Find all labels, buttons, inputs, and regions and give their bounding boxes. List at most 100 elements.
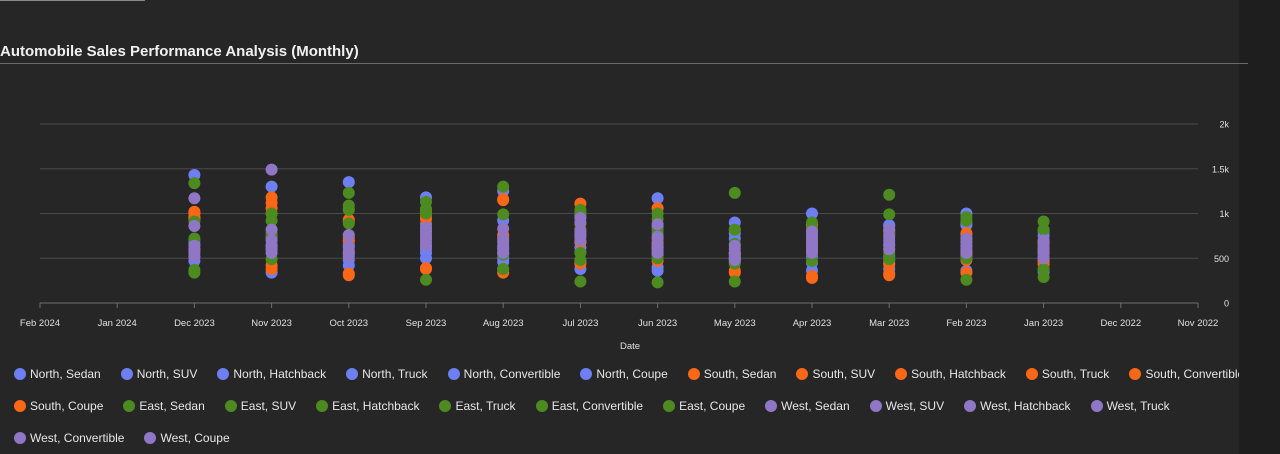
- legend-swatch: [144, 432, 157, 444]
- legend-label: South, Truck: [1041, 367, 1110, 381]
- legend-item[interactable]: West, Convertible: [14, 426, 124, 450]
- data-point: [188, 266, 201, 279]
- legend-label: East, Truck: [455, 399, 516, 413]
- x-tick-label: Mar 2023: [869, 318, 909, 329]
- y-tick-label: 1k: [1219, 209, 1229, 219]
- legend-label: North, Sedan: [30, 367, 101, 381]
- data-point: [497, 236, 510, 249]
- legend-item[interactable]: West, Truck: [1090, 394, 1170, 418]
- legend-swatch: [796, 368, 809, 380]
- legend-swatch: [346, 368, 359, 380]
- data-point: [1037, 262, 1050, 275]
- data-point: [651, 241, 664, 254]
- data-point: [265, 214, 278, 227]
- legend-label: North, SUV: [136, 367, 198, 381]
- legend-item[interactable]: East, Sedan: [123, 394, 205, 418]
- data-point: [265, 243, 278, 256]
- legend-label: East, Coupe: [679, 399, 746, 413]
- legend-label: South, Convertible: [1145, 367, 1239, 381]
- x-tick-label: Apr 2023: [793, 318, 832, 329]
- legend-item[interactable]: North, Hatchback: [217, 362, 326, 386]
- legend-item[interactable]: North, Coupe: [580, 362, 668, 386]
- data-point: [574, 246, 587, 259]
- legend-item[interactable]: West, Hatchback: [964, 394, 1071, 418]
- legend-label: East, SUV: [240, 399, 297, 413]
- y-tick-label: 0: [1224, 299, 1229, 309]
- legend-label: East, Sedan: [139, 399, 205, 413]
- data-point: [574, 216, 587, 229]
- x-tick-label: Jan 2024: [98, 318, 137, 329]
- data-point: [1037, 223, 1050, 236]
- legend-label: North, Coupe: [596, 367, 668, 381]
- legend-swatch: [217, 368, 230, 380]
- legend-swatch: [316, 400, 329, 412]
- legend-item[interactable]: East, Hatchback: [316, 394, 419, 418]
- legend-item[interactable]: East, Convertible: [535, 394, 644, 418]
- data-point: [265, 262, 278, 275]
- legend-swatch: [14, 432, 26, 444]
- legend-label: East, Convertible: [551, 399, 644, 413]
- legend-item[interactable]: West, Coupe: [144, 426, 230, 450]
- data-point: [420, 273, 432, 286]
- legend-swatch: [964, 400, 977, 412]
- x-tick-label: Feb 2023: [946, 318, 986, 329]
- data-point: [265, 196, 278, 209]
- data-point: [651, 192, 664, 205]
- legend-item[interactable]: South, Truck: [1025, 362, 1110, 386]
- x-tick-label: Jan 2023: [1024, 318, 1063, 329]
- legend-label: West, Sedan: [781, 399, 850, 413]
- legend-item[interactable]: North, Sedan: [14, 362, 101, 386]
- x-tick-label: Jul 2023: [562, 318, 598, 329]
- data-point: [497, 262, 510, 275]
- data-point: [651, 264, 664, 277]
- data-point: [420, 262, 432, 275]
- legend-item[interactable]: North, Truck: [346, 362, 427, 386]
- legend-label: North, Truck: [362, 367, 428, 381]
- legend-item[interactable]: East, SUV: [224, 394, 297, 418]
- legend-item[interactable]: South, SUV: [796, 362, 875, 386]
- data-point: [497, 246, 510, 259]
- data-point: [883, 188, 896, 201]
- data-point: [651, 218, 664, 231]
- legend-item[interactable]: South, Coupe: [14, 394, 103, 418]
- legend-item[interactable]: East, Coupe: [663, 394, 745, 418]
- data-point: [883, 234, 896, 247]
- x-tick-label: May 2023: [714, 318, 756, 329]
- legend-label: South, Coupe: [30, 399, 104, 413]
- data-point: [265, 163, 278, 176]
- y-tick-label: 1.5k: [1212, 164, 1230, 174]
- legend-item[interactable]: North, Convertible: [447, 362, 560, 386]
- tab-indicator[interactable]: [0, 0, 145, 1]
- legend-item[interactable]: West, Sedan: [765, 394, 850, 418]
- legend-swatch: [14, 368, 26, 380]
- y-tick-label: 500: [1214, 254, 1229, 264]
- y-tick-label: 2k: [1219, 120, 1229, 130]
- x-tick-label: Dec 2023: [174, 318, 215, 329]
- legend-swatch: [580, 368, 593, 380]
- legend-swatch: [765, 400, 778, 412]
- data-point: [1037, 237, 1050, 250]
- data-point: [960, 214, 973, 227]
- legend-label: South, SUV: [812, 367, 876, 381]
- x-tick-label: Feb 2024: [20, 318, 60, 329]
- legend-item[interactable]: North, SUV: [120, 362, 198, 386]
- data-point: [265, 180, 278, 193]
- legend-swatch: [535, 400, 548, 412]
- legend-item[interactable]: South, Convertible: [1129, 362, 1239, 386]
- legend-swatch: [439, 400, 452, 412]
- data-point: [960, 246, 973, 259]
- data-point: [342, 217, 355, 230]
- x-tick-label: Sep 2023: [406, 318, 447, 329]
- data-point: [497, 180, 510, 193]
- chart-legend: North, Sedan North, SUV North, Hatchback No…: [14, 362, 1239, 454]
- legend-item[interactable]: South, Hatchback: [895, 362, 1006, 386]
- x-tick-label: Jun 2023: [638, 318, 677, 329]
- data-point: [420, 207, 432, 220]
- legend-item[interactable]: East, Truck: [439, 394, 516, 418]
- legend-item[interactable]: West, SUV: [869, 394, 944, 418]
- data-point: [188, 220, 201, 233]
- legend-item[interactable]: South, Sedan: [687, 362, 776, 386]
- data-point: [188, 250, 201, 263]
- legend-swatch: [895, 368, 908, 380]
- data-point: [883, 208, 896, 221]
